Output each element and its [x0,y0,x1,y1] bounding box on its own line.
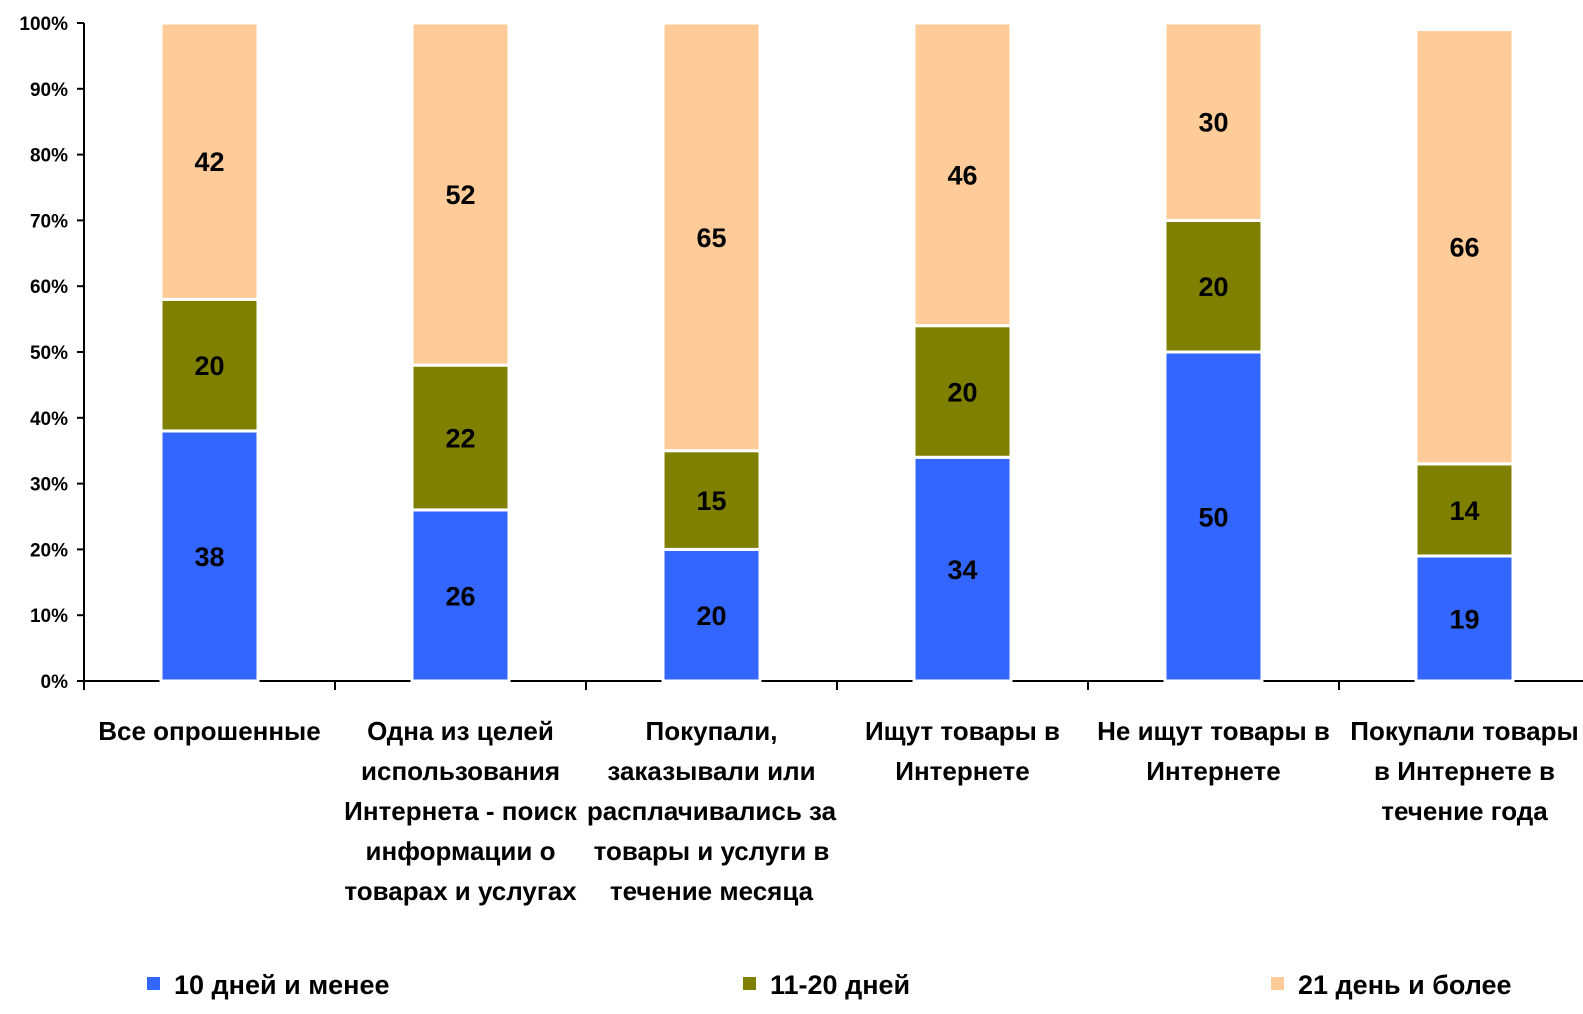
bar-segment [159,21,260,301]
bar-value-label: 46 [947,160,977,190]
y-tick-label: 60% [30,277,68,298]
bar-segment [159,297,260,433]
category-label: Одна из целей [367,716,554,746]
category-label: Интернете [1146,756,1280,786]
bar-value-label: 30 [1198,108,1228,138]
y-tick-label: 100% [19,14,68,35]
bar-value-label: 42 [194,147,224,177]
bar-segment [410,21,511,367]
category-label: Все опрошенные [98,716,320,746]
bar-value-label: 20 [1198,272,1228,302]
y-tick-label: 20% [30,540,68,561]
y-tick-label: 40% [30,409,68,430]
bar-segment [661,547,762,683]
bar-segment [661,21,762,453]
category-label: течение месяца [610,876,814,906]
category-label: использования [361,756,560,786]
y-tick-label: 50% [30,343,68,364]
category-label: в Интернете в [1374,756,1555,786]
bar-value-label: 15 [696,486,726,516]
category-label: информации о [366,836,556,866]
legend-swatch [147,977,160,990]
legend-label: 11-20 дней [770,970,910,1000]
category-label: Не ищут товары в [1097,716,1330,746]
bar-segment [410,508,511,683]
category-label: расплачивались за [587,796,837,826]
bar-value-label: 19 [1449,604,1479,634]
bar-value-label: 65 [696,223,726,253]
bar-segment [912,21,1013,328]
bar-value-label: 34 [947,555,977,585]
bar-segment [661,449,762,551]
bar-segment [912,324,1013,459]
category-label: Интернете [895,756,1029,786]
category-label: товары и услуги в [594,836,830,866]
bar-value-label: 50 [1198,503,1228,533]
bar-value-label: 66 [1449,233,1479,263]
category-label: Покупали товары [1350,716,1578,746]
bar-value-label: 14 [1449,496,1479,526]
bar-segment [912,455,1013,683]
y-tick-label: 30% [30,475,68,496]
bar-value-label: 26 [445,581,475,611]
y-tick-label: 80% [30,146,68,167]
bar-value-label: 22 [445,424,475,454]
legend-label: 10 дней и менее [174,970,390,1000]
bar-value-label: 20 [947,377,977,407]
bar-segment [410,363,511,512]
y-tick-label: 0% [41,672,69,693]
category-label: Покупали, [646,716,778,746]
category-label: течение года [1381,796,1548,826]
bar-segment [1414,28,1515,466]
y-tick-label: 10% [30,606,68,627]
bar-value-label: 20 [194,351,224,381]
category-label: товарах и услугах [344,876,577,906]
bar-value-label: 38 [194,542,224,572]
y-tick-label: 90% [30,80,68,101]
bar-segment [1163,21,1264,222]
legend-swatch [1271,977,1284,990]
category-label: Ищут товары в [865,716,1060,746]
category-label: Интернета - поиск [344,796,578,826]
bar-segment [1163,350,1264,683]
legend-label: 21 день и более [1298,970,1512,1000]
bar-segment [1414,554,1515,683]
category-label: заказывали или [607,756,815,786]
legend-swatch [743,977,756,990]
bar-value-label: 52 [445,180,475,210]
bar-value-label: 20 [696,601,726,631]
y-tick-label: 70% [30,211,68,232]
